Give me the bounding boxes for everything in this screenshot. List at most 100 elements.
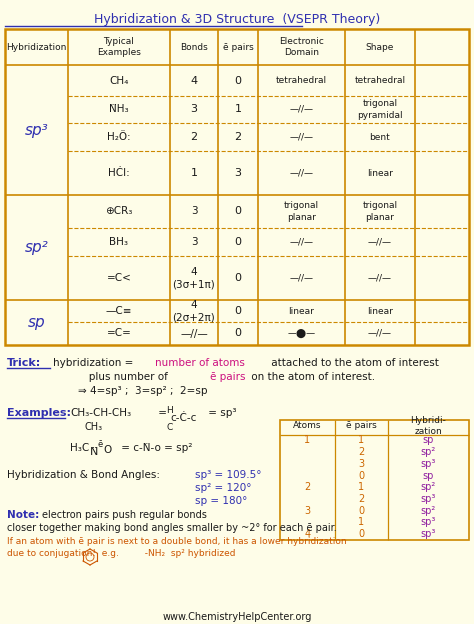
Text: 3: 3 [191,207,197,217]
Bar [5,29,469,345]
Text: —//—: —//— [290,273,313,283]
Text: If an atom with ē pair is next to a double bond, it has a lower hybridization: If an atom with ē pair is next to a doub… [7,537,346,546]
Text: sp²: sp² [421,505,436,515]
Text: Hybridi-
zation: Hybridi- zation [410,416,447,436]
Text: Note:: Note: [7,510,39,520]
Text: hybridization =: hybridization = [53,358,137,368]
Text: —//—: —//— [180,328,208,338]
Text: 4: 4 [191,76,198,85]
Text: —//—: —//— [368,329,392,338]
Text: sp: sp [423,470,434,480]
Text: =C=: =C= [107,328,131,338]
Text: sp²: sp² [421,482,436,492]
Text: 0: 0 [358,505,365,515]
Text: sp = 180°: sp = 180° [195,496,247,506]
Text: 1: 1 [358,517,365,527]
Text: 0: 0 [358,470,365,480]
Text: c-Ċ-c: c-Ċ-c [170,413,196,423]
Text: sp³ = 109.5°: sp³ = 109.5° [195,470,262,480]
Text: Examples:: Examples: [7,408,71,418]
Text: 3: 3 [191,237,197,247]
Text: 0: 0 [235,306,241,316]
Text: —//—: —//— [290,105,313,114]
Text: 4: 4 [304,529,310,539]
Text: ē: ē [97,440,103,449]
Text: 3: 3 [191,104,198,114]
Text: ē pairs: ē pairs [210,372,246,382]
Text: = c-N̈-o = sp²: = c-N̈-o = sp² [118,443,192,453]
Text: 2: 2 [358,447,365,457]
Text: linear: linear [367,168,393,177]
Text: 0: 0 [235,273,241,283]
Text: C: C [167,423,173,432]
Text: 4
(3σ+1π): 4 (3σ+1π) [173,267,215,289]
Text: 1: 1 [358,482,365,492]
Text: —⬤—: —⬤— [287,329,316,338]
Text: 0: 0 [235,207,241,217]
Text: Shape: Shape [366,42,394,52]
Text: 1: 1 [235,104,241,114]
Text: Atoms: Atoms [293,421,322,431]
Text: 0: 0 [235,328,241,338]
Text: —//—: —//— [290,132,313,142]
Text: HĊl:: HĊl: [108,168,130,178]
Text: trigonal
pyramidal: trigonal pyramidal [357,99,403,120]
Text: —//—: —//— [368,238,392,246]
Text: 2: 2 [191,132,198,142]
Text: trigonal
planar: trigonal planar [363,202,398,222]
Text: CH₃-CH-CH₃: CH₃-CH-CH₃ [70,408,131,418]
Text: —C≡: —C≡ [106,306,132,316]
Text: Trick:: Trick: [7,358,41,368]
Text: 2: 2 [304,482,310,492]
Text: bent: bent [370,132,391,142]
Text: —//—: —//— [290,238,313,246]
Text: 2: 2 [235,132,242,142]
Text: sp: sp [423,436,434,446]
Text: on the atom of interest.: on the atom of interest. [248,372,375,382]
Text: sp² = 120°: sp² = 120° [195,483,252,493]
Text: H₂Ö:: H₂Ö: [107,132,131,142]
Text: 1: 1 [191,168,198,178]
Text: attached to the atom of interest: attached to the atom of interest [268,358,439,368]
Text: =C<: =C< [107,273,131,283]
Text: closer together making bond angles smaller by ~2° for each ē pair.: closer together making bond angles small… [7,523,337,533]
Text: CH₃: CH₃ [85,422,103,432]
Text: N̈H₃: N̈H₃ [109,104,129,114]
Text: Bonds: Bonds [180,42,208,52]
Text: www.ChemistryHelpCenter.org: www.ChemistryHelpCenter.org [162,612,312,622]
Text: 0: 0 [235,237,241,247]
Text: plus number of: plus number of [53,372,171,382]
Bar [280,420,469,540]
Text: sp³: sp³ [25,122,48,137]
Text: ⊕CR₃: ⊕CR₃ [105,207,133,217]
Text: tetrahedral: tetrahedral [276,76,327,85]
Text: 2: 2 [358,494,365,504]
Text: 4
(2σ+2π): 4 (2σ+2π) [173,300,215,322]
Text: tetrahedral: tetrahedral [355,76,406,85]
Text: Hybridization: Hybridization [6,42,67,52]
Text: sp: sp [27,315,46,330]
Text: 3: 3 [304,505,310,515]
Text: = sp³: = sp³ [205,408,237,418]
Text: sp³: sp³ [421,494,436,504]
Text: BH₃: BH₃ [109,237,128,247]
Text: ē pairs: ē pairs [223,42,254,52]
Text: due to conjugation!  e.g.         -NH₂  sp² hybridized: due to conjugation! e.g. -NH₂ sp² hybrid… [7,549,236,558]
Text: N̈: N̈ [90,447,98,457]
Text: linear: linear [367,306,393,316]
Text: —//—: —//— [368,273,392,283]
Text: 1: 1 [358,436,365,446]
Text: sp³: sp³ [421,517,436,527]
Text: linear: linear [289,306,314,316]
Text: sp³: sp³ [421,529,436,539]
Text: H: H [167,406,173,415]
Text: sp²: sp² [25,240,48,255]
Text: =: = [155,408,170,418]
Text: O: O [103,445,111,455]
Text: 3: 3 [235,168,241,178]
Text: electron pairs push regular bonds: electron pairs push regular bonds [42,510,207,520]
Text: trigonal
planar: trigonal planar [284,202,319,222]
Text: sp³: sp³ [421,459,436,469]
Text: 1: 1 [304,436,310,446]
Text: Hybridization & 3D Structure  (VSEPR Theory): Hybridization & 3D Structure (VSEPR Theo… [94,13,380,26]
